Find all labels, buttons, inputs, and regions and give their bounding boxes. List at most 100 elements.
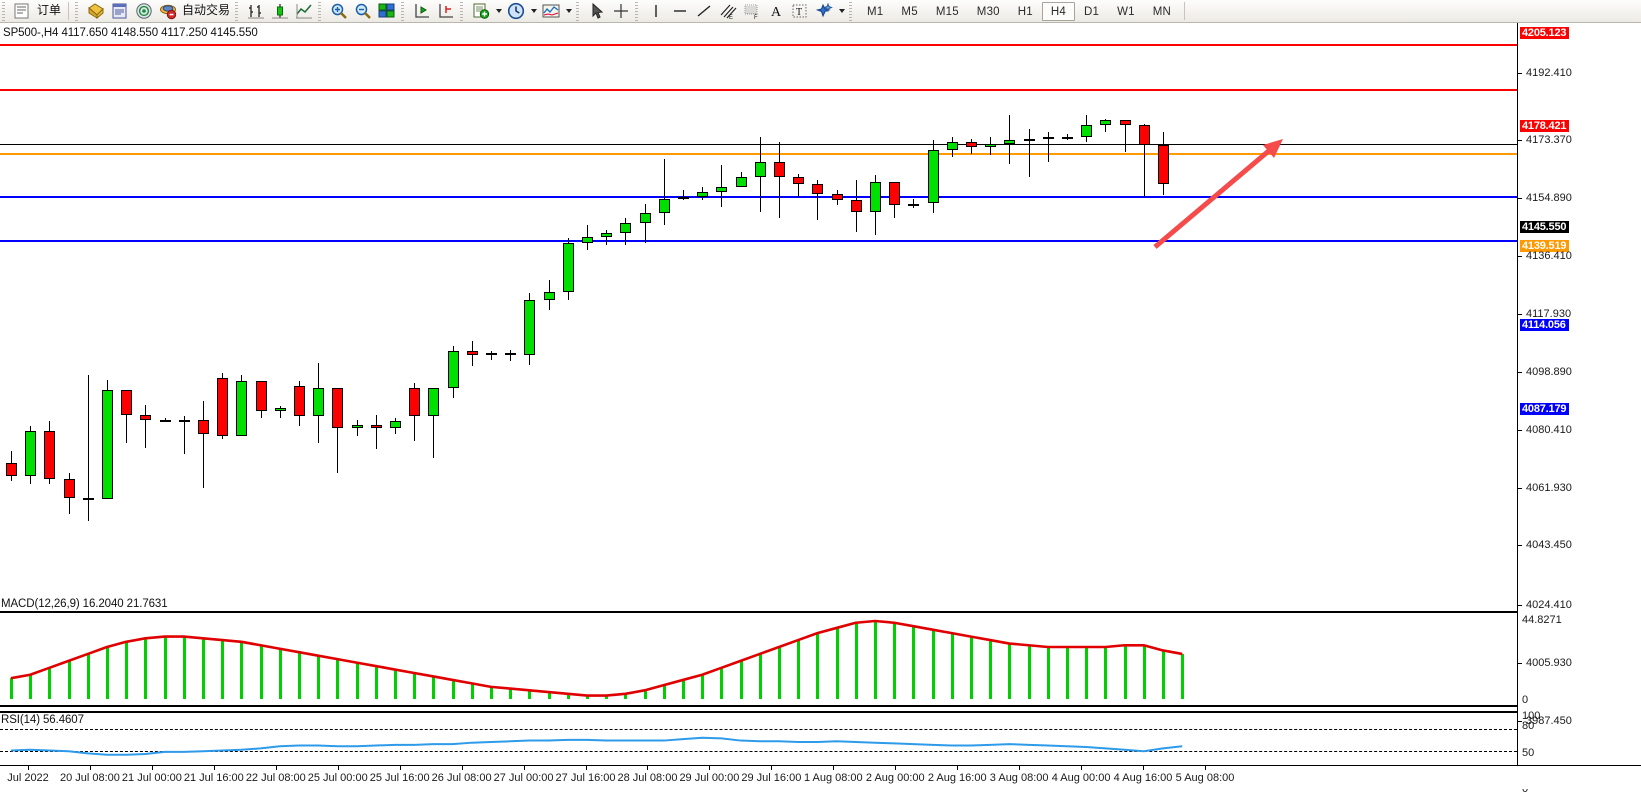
toolbar-grip-3[interactable] (317, 1, 325, 21)
candle[interactable] (82, 374, 94, 521)
price-axis[interactable]: 4205.123 4192.410 4178.421 4173.370 4154.890… (1517, 23, 1641, 795)
candle[interactable] (601, 230, 613, 246)
candle[interactable] (390, 417, 401, 435)
level-line-support-4114[interactable] (0, 195, 1517, 198)
candle[interactable] (351, 419, 363, 437)
toolbar-grip-7[interactable] (634, 1, 642, 21)
candle[interactable] (1042, 132, 1054, 162)
price-tag-4114.056[interactable]: 4114.056 (1520, 319, 1569, 331)
candle[interactable] (524, 293, 536, 365)
candle[interactable] (562, 238, 574, 300)
level-line-resistance-4178[interactable] (0, 88, 1517, 91)
candle[interactable] (1004, 115, 1016, 164)
candle[interactable] (908, 198, 920, 209)
candle[interactable] (198, 401, 209, 488)
candle[interactable] (620, 218, 632, 246)
toolbar-grip-2[interactable] (234, 1, 242, 21)
price-tag-4145.550[interactable]: 4145.550 (1520, 221, 1570, 233)
toolbar-grip-0[interactable] (1, 1, 8, 21)
price-tag-4178.421[interactable]: 4178.421 (1520, 120, 1570, 132)
templates-button-dropdown-arrow[interactable] (493, 1, 504, 22)
bar-chart-button[interactable] (244, 1, 268, 22)
candle[interactable] (966, 138, 977, 154)
candle[interactable] (793, 173, 805, 197)
candle[interactable] (678, 190, 689, 201)
candle[interactable] (332, 387, 344, 473)
candle[interactable] (447, 346, 459, 398)
candle[interactable] (1062, 133, 1073, 141)
level-line-resistance-4205[interactable] (0, 44, 1517, 47)
candle[interactable] (140, 404, 152, 448)
periodicity-button-dropdown-arrow[interactable] (528, 1, 539, 22)
auto-scroll-button[interactable] (410, 1, 434, 22)
candle[interactable] (1138, 123, 1150, 197)
tile-windows-button[interactable] (375, 1, 399, 22)
shapes-button[interactable] (812, 1, 836, 22)
timeframe-m5[interactable]: M5 (901, 5, 918, 18)
toolbar-grip-1[interactable] (74, 1, 82, 21)
level-line-bid-line-4145[interactable] (0, 143, 1517, 145)
price-tag-4139.519[interactable]: 4139.519 (1520, 240, 1570, 252)
price-chart-plot[interactable]: SP500-,H4 4117.650 4148.550 4117.250 414… (0, 23, 1517, 788)
candle[interactable] (217, 373, 229, 440)
candle[interactable] (121, 389, 133, 443)
templates-button[interactable] (469, 1, 493, 22)
candle[interactable] (946, 137, 958, 157)
candle[interactable] (236, 374, 248, 437)
toolbar-grip-4[interactable] (400, 1, 408, 21)
timeframe-m15[interactable]: M15 (935, 5, 959, 18)
candle[interactable] (543, 279, 555, 310)
candle[interactable] (409, 382, 421, 442)
timeframe-mn[interactable]: MN (1152, 5, 1172, 18)
timeframe-d1[interactable]: D1 (1084, 5, 1100, 18)
candle[interactable] (313, 363, 325, 443)
main-toolbar[interactable]: 订单 自动交易 E F A T M1 M5 M15 M30 H1 H4 D1 W1 MN (0, 0, 1641, 23)
price-tag-4205.123[interactable]: 4205.123 (1520, 27, 1570, 39)
candle[interactable] (889, 181, 901, 219)
candle[interactable] (466, 341, 478, 367)
candle[interactable] (1158, 132, 1169, 196)
level-line-support-4087[interactable] (0, 240, 1517, 243)
candle[interactable] (754, 137, 766, 212)
candle[interactable] (1119, 120, 1131, 152)
candle[interactable] (639, 203, 651, 244)
candle[interactable] (486, 351, 497, 360)
candle[interactable] (428, 387, 440, 458)
indicators-button-dropdown-arrow[interactable] (563, 1, 574, 22)
candle[interactable] (370, 414, 382, 450)
timeframe-m1[interactable]: M1 (867, 5, 884, 18)
candle[interactable] (582, 225, 593, 251)
new-order-button[interactable] (11, 1, 35, 22)
trendline-button[interactable] (692, 1, 716, 22)
crosshair-button[interactable] (609, 1, 633, 22)
candle[interactable] (985, 137, 997, 156)
candle[interactable] (505, 349, 517, 362)
line-chart-button[interactable] (292, 1, 316, 22)
candle[interactable] (716, 165, 728, 207)
candle[interactable] (159, 417, 171, 422)
shapes-button-dropdown-arrow[interactable] (836, 1, 847, 22)
auto-trading-button[interactable] (156, 1, 180, 22)
candle[interactable] (1023, 128, 1035, 177)
cursor-button[interactable] (585, 1, 609, 22)
candle[interactable] (927, 140, 939, 214)
text-label-button[interactable]: T (788, 1, 812, 22)
vertical-line-button[interactable] (644, 1, 668, 22)
expert-advisors-button[interactable] (84, 1, 108, 22)
equidistant-channel-button[interactable]: E (716, 1, 740, 22)
candle[interactable] (25, 426, 37, 485)
candle[interactable] (831, 190, 843, 206)
periodicity-button[interactable] (504, 1, 528, 22)
horizontal-line-button[interactable] (668, 1, 692, 22)
candle[interactable] (294, 381, 305, 427)
candle[interactable] (178, 416, 190, 455)
candle[interactable] (812, 180, 824, 221)
indicators-button[interactable] (539, 1, 563, 22)
text-button[interactable]: A (764, 1, 788, 22)
navigator-button[interactable] (132, 1, 156, 22)
candle[interactable] (697, 186, 709, 201)
candle[interactable] (1100, 118, 1112, 133)
timeframe-h4[interactable]: H4 (1041, 1, 1075, 21)
candle[interactable] (255, 381, 267, 418)
timeframe-h1[interactable]: H1 (1017, 5, 1033, 18)
